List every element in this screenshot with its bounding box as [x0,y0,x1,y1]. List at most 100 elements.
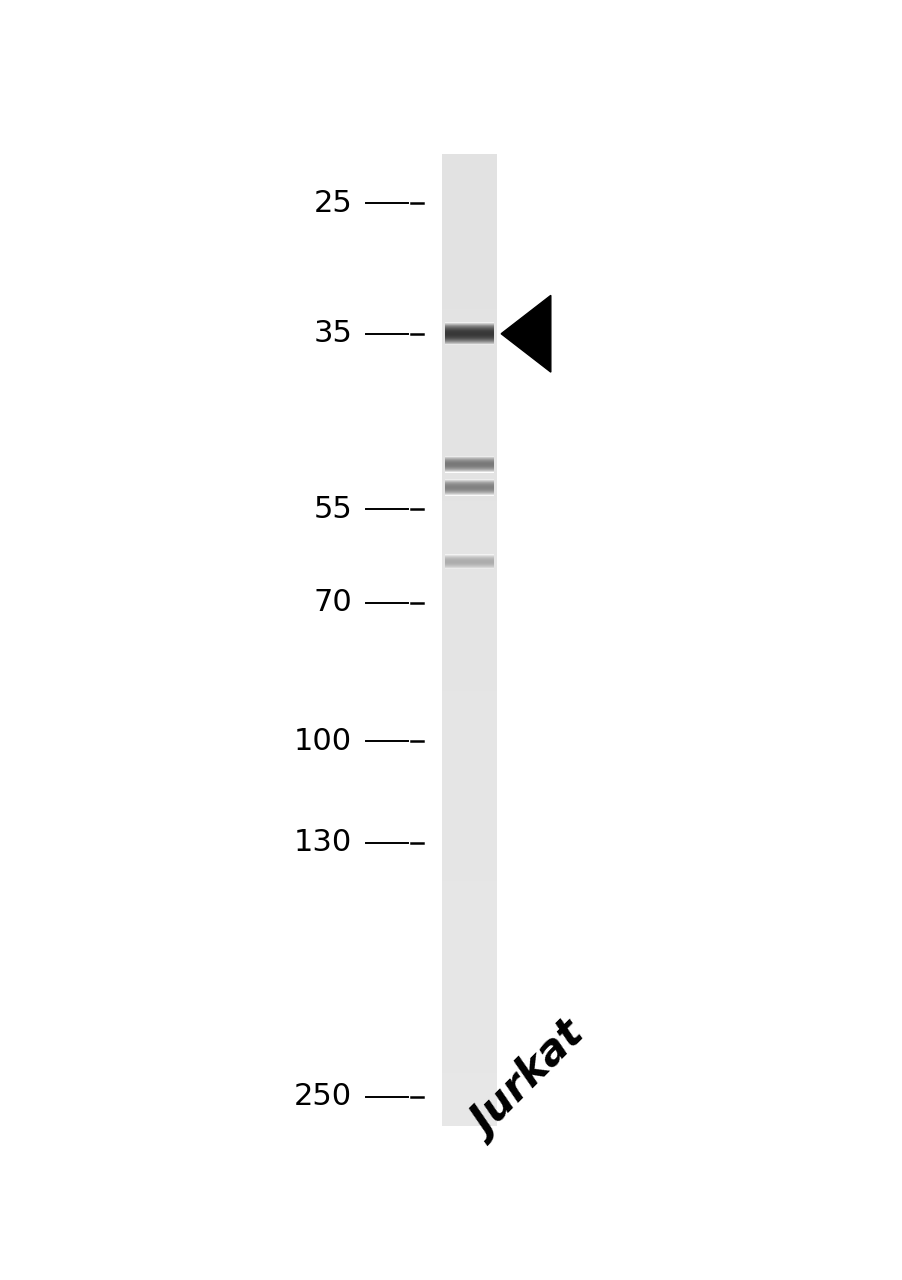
Bar [442,980,496,983]
Bar [442,577,496,580]
Bar [442,424,496,426]
Bar [442,1059,496,1061]
Bar [442,818,496,820]
Bar [442,316,496,319]
Bar [442,438,496,440]
Bar [442,897,496,900]
Bar [442,951,496,954]
Bar [442,348,496,351]
Bar [442,307,496,310]
Bar [442,956,496,959]
Bar [442,1021,496,1024]
Bar [442,570,496,572]
Bar [442,404,496,407]
Bar [442,178,496,180]
Bar [442,842,496,845]
Bar [442,411,496,413]
Bar [442,849,496,851]
Bar [442,948,496,951]
Bar [442,346,496,348]
Bar [442,978,496,980]
Bar [442,873,496,876]
Bar [442,1119,496,1121]
Bar [442,521,496,524]
Bar [442,243,496,246]
Bar [442,383,496,384]
Bar [442,751,496,754]
Bar [442,723,496,724]
Text: 250: 250 [294,1082,352,1111]
Bar [442,421,496,424]
Bar [442,394,496,397]
Bar [442,1039,496,1042]
Bar [442,1051,496,1053]
Bar [442,997,496,1000]
Bar [442,212,496,214]
Bar [442,224,496,227]
Bar [442,973,496,975]
Bar [442,351,496,353]
Bar [442,769,496,772]
Bar [442,543,496,545]
Bar [442,305,496,307]
Bar [442,750,496,751]
Bar [442,457,496,460]
Bar [442,837,496,840]
Bar [442,268,496,270]
Bar [442,285,496,288]
Bar [442,170,496,173]
Bar [442,1005,496,1007]
Bar [442,321,496,324]
Bar [442,745,496,748]
Bar [442,1010,496,1012]
Bar [442,929,496,932]
Bar [442,913,496,915]
Bar [442,886,496,888]
Bar [442,659,496,662]
Bar [442,672,496,675]
Bar [442,1068,496,1070]
Bar [442,259,496,261]
Bar [442,1064,496,1065]
Text: 100: 100 [294,727,352,755]
Bar [442,197,496,200]
Bar [442,319,496,321]
Bar [442,1034,496,1037]
Bar [442,748,496,750]
Bar [442,1016,496,1019]
Bar [442,589,496,591]
Bar [442,648,496,650]
Bar [442,1043,496,1046]
Bar [442,678,496,681]
Bar [442,645,496,648]
Bar [442,1007,496,1010]
Bar [442,343,496,346]
Bar [442,353,496,356]
Bar [442,497,496,499]
Bar [442,518,496,521]
Bar [442,653,496,654]
Bar [442,681,496,684]
Bar [442,737,496,740]
Bar [442,399,496,402]
Bar [442,840,496,842]
Bar [442,632,496,635]
Bar [442,883,496,886]
Bar [442,195,496,197]
Bar [442,312,496,314]
Bar [442,532,496,535]
Bar [442,310,496,312]
Bar [442,966,496,969]
Bar [442,1056,496,1059]
Bar [442,1107,496,1110]
Bar [442,275,496,278]
Bar [442,1037,496,1039]
Polygon shape [501,296,550,372]
Bar [442,154,496,156]
Bar [442,214,496,216]
Bar [442,191,496,192]
Bar [442,995,496,997]
Bar [442,896,496,897]
Bar [442,800,496,803]
Bar [442,762,496,764]
